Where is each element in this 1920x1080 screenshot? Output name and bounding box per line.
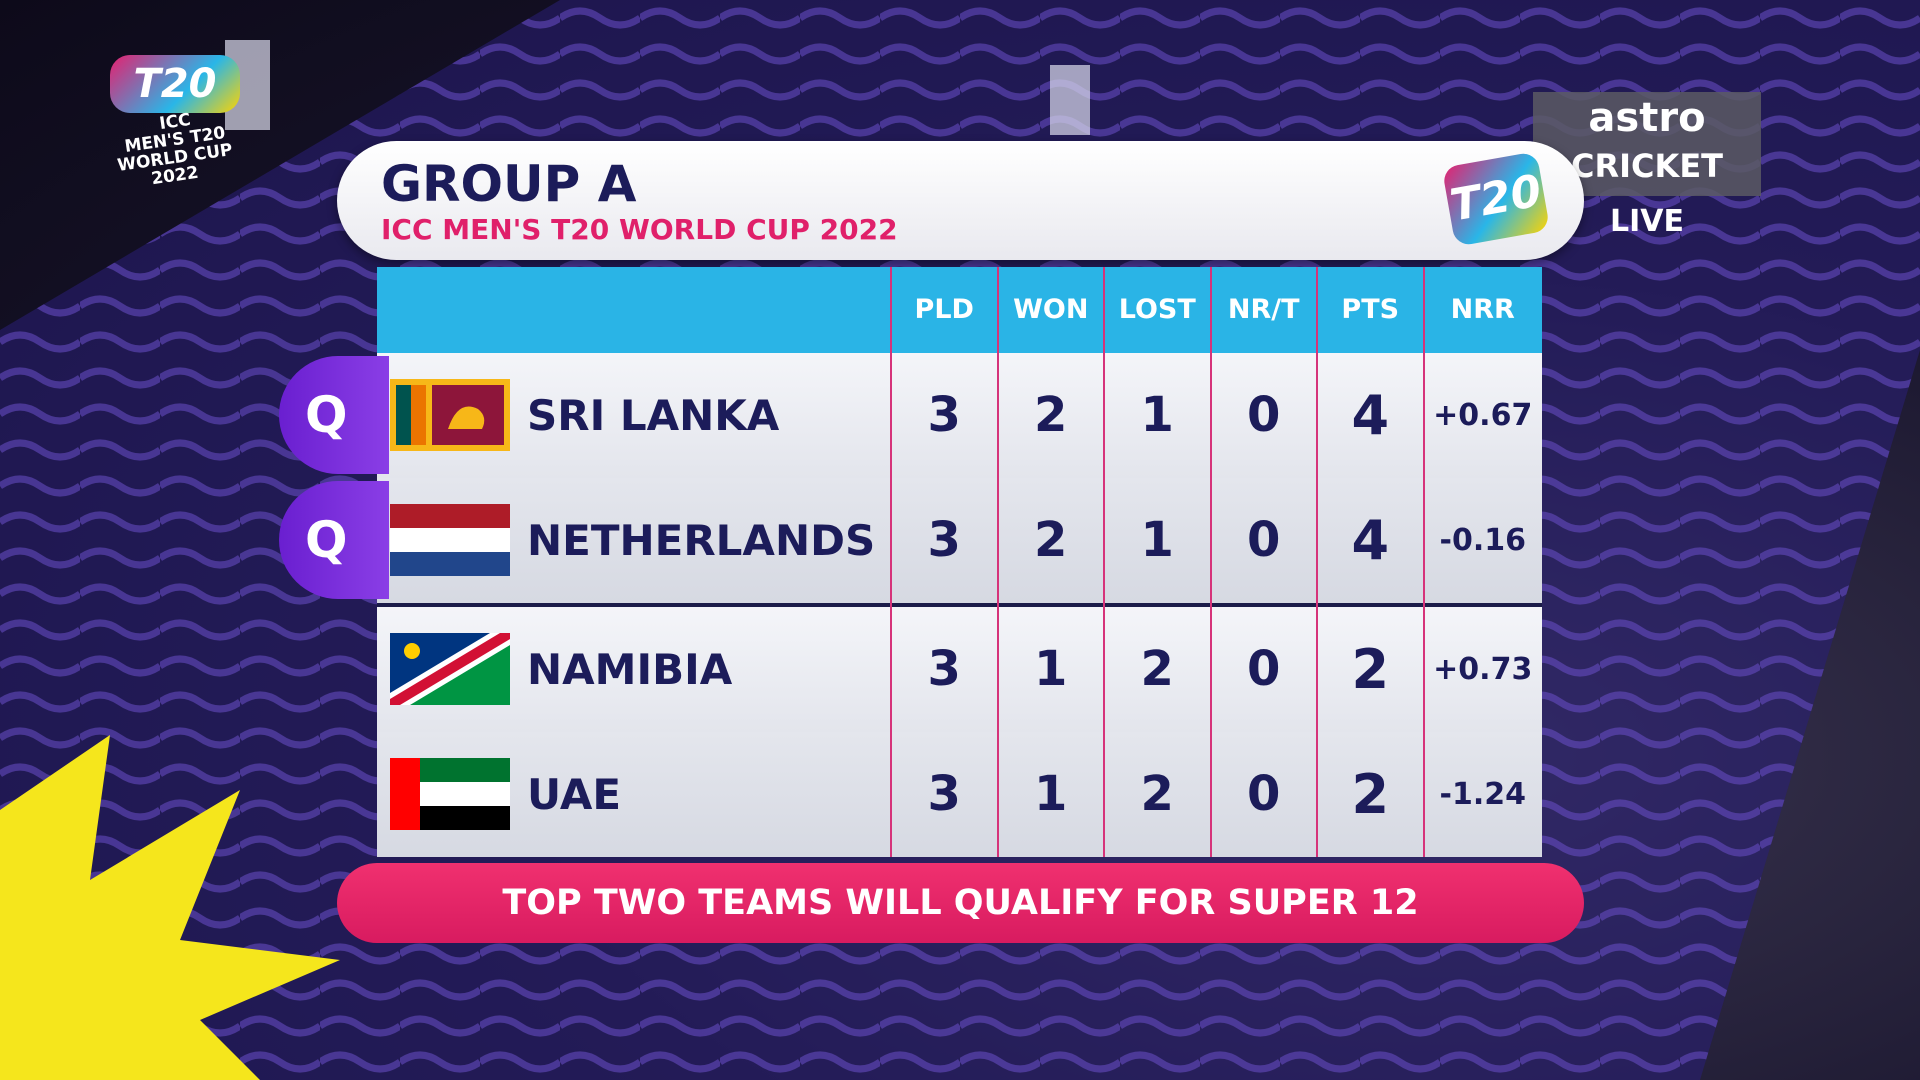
stat-cell: 1 <box>1034 766 1068 822</box>
stat-cell: 0 <box>1247 766 1281 822</box>
flag <box>390 379 510 451</box>
stat-cell: 0 <box>1247 387 1281 443</box>
column-header: NR/T <box>1227 294 1300 325</box>
stat-cell: 1 <box>1140 512 1174 568</box>
broadcaster-box: astro CRICKET <box>1533 92 1761 196</box>
team-row: Q NETHERLANDS 3 2 1 0 4 -0.16 <box>279 478 1542 603</box>
team-name: UAE <box>527 770 622 819</box>
stat-cell: -1.24 <box>1439 777 1526 812</box>
column-header: NRR <box>1450 294 1515 325</box>
stat-cell: 1 <box>1034 641 1068 697</box>
team-name: NAMIBIA <box>527 645 733 694</box>
stat-cell: 1 <box>1140 387 1174 443</box>
column-header: LOST <box>1118 294 1196 325</box>
flag <box>390 758 510 830</box>
team-flag <box>390 758 510 834</box>
standings-table: PLD WON LOST NR/T PTS NRR Q SRI LANKA 3 2 1 0 4 +0.67… <box>279 267 1542 857</box>
tournament-subtitle: ICC MEN'S T20 WORLD CUP 2022 <box>381 213 898 246</box>
column-header: PTS <box>1341 294 1400 325</box>
team-row: Q SRI LANKA 3 2 1 0 4 +0.67 <box>279 353 1542 478</box>
stat-cell: 4 <box>1351 384 1390 447</box>
stat-cell: 0 <box>1247 641 1281 697</box>
group-title: GROUP A <box>381 155 637 213</box>
column-header: PLD <box>914 294 974 325</box>
team-flag <box>390 504 510 580</box>
stat-cell: 2 <box>1351 638 1390 701</box>
stat-cell: 0 <box>1247 512 1281 568</box>
column-separator <box>996 267 999 857</box>
header: GROUP A ICC MEN'S T20 WORLD CUP 2022 T20 <box>337 141 1584 260</box>
flag <box>390 633 510 705</box>
live-label: LIVE <box>1610 204 1684 239</box>
stat-cell: 3 <box>927 387 961 443</box>
stat-cell: 3 <box>927 641 961 697</box>
stat-cell: 2 <box>1351 763 1390 826</box>
stat-cell: 2 <box>1140 766 1174 822</box>
flag <box>390 504 510 576</box>
stat-cell: 2 <box>1034 387 1068 443</box>
stat-cell: 2 <box>1034 512 1068 568</box>
team-name: SRI LANKA <box>527 391 780 440</box>
header-badge: T20 <box>1441 151 1551 247</box>
column-header: WON <box>1013 294 1089 325</box>
channel-name: CRICKET <box>1571 147 1723 185</box>
team-row: UAE 3 1 2 0 2 -1.24 <box>377 732 1542 857</box>
stat-cell: +0.67 <box>1433 398 1533 433</box>
column-separator <box>1422 267 1425 857</box>
event-logo: T20 ICC MEN'S T20 WORLD CUP 2022 <box>110 55 240 189</box>
column-separator <box>1103 267 1105 857</box>
footer-banner: TOP TWO TEAMS WILL QUALIFY FOR SUPER 12 <box>337 863 1584 943</box>
stat-cell: 3 <box>927 766 961 822</box>
stat-cell: 3 <box>927 512 961 568</box>
column-separator <box>1316 267 1318 857</box>
team-flag <box>390 633 510 709</box>
team-name: NETHERLANDS <box>527 516 876 565</box>
stat-cell: 4 <box>1351 509 1390 572</box>
team-row: NAMIBIA 3 1 2 0 2 +0.73 <box>377 603 1542 732</box>
stat-cell: 2 <box>1140 641 1174 697</box>
qualified-tab: Q <box>279 481 389 599</box>
broadcaster-name: astro <box>1588 95 1706 141</box>
logo-badge: T20 <box>110 55 240 113</box>
column-separator <box>890 267 892 857</box>
team-flag <box>390 379 510 455</box>
stat-cell: +0.73 <box>1433 652 1533 687</box>
header-row: PLD WON LOST NR/T PTS NRR <box>377 267 1542 353</box>
stat-cell: -0.16 <box>1439 523 1526 558</box>
column-separator <box>1209 267 1212 857</box>
qualified-tab: Q <box>279 356 389 474</box>
